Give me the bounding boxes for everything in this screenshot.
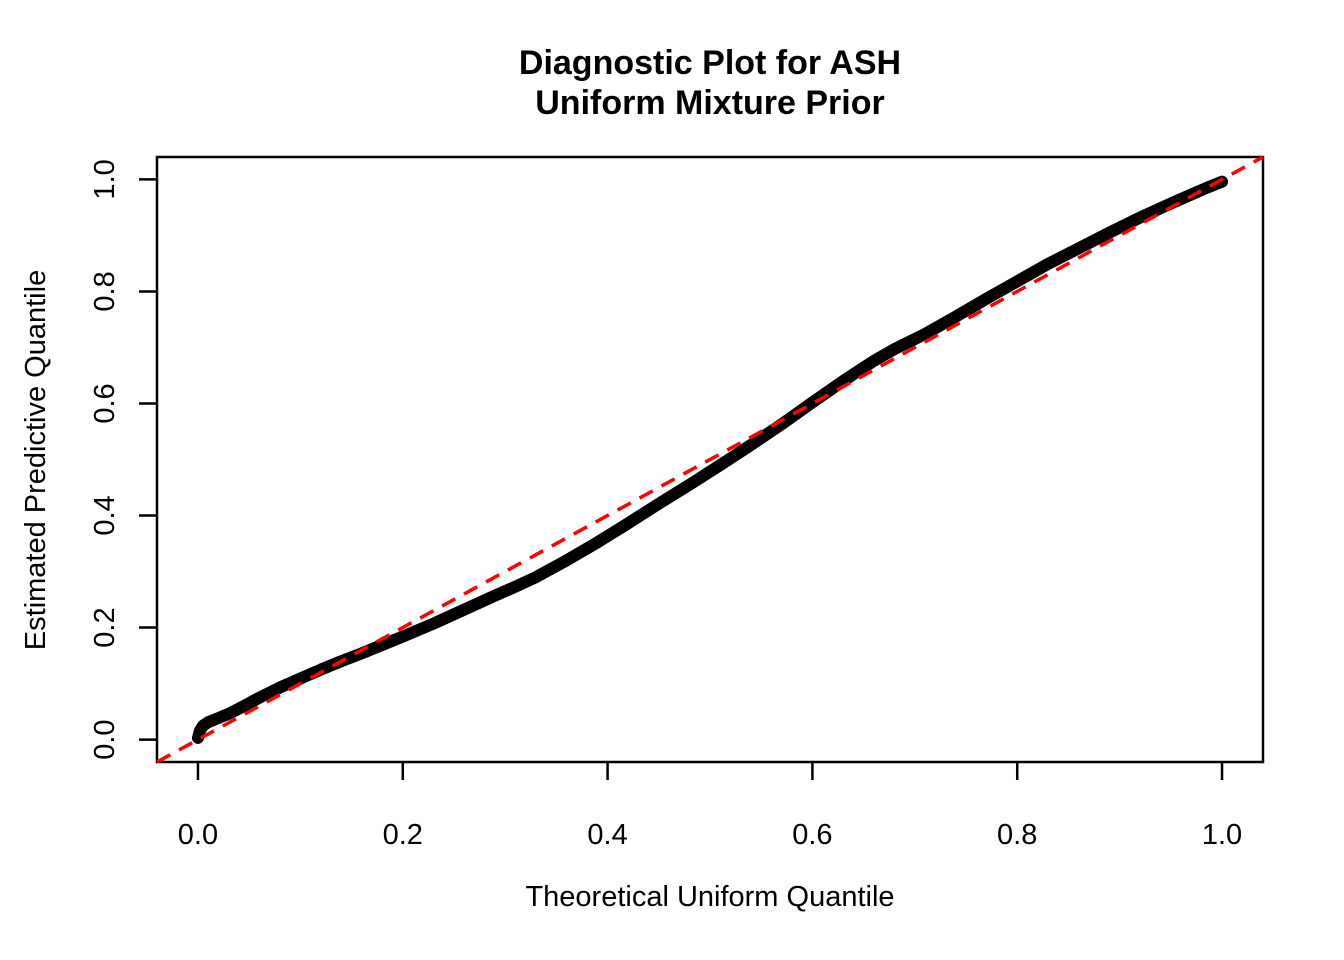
quantile-curve (191, 175, 1229, 744)
x-tick-label: 0.2 (383, 819, 423, 851)
y-tick-label: 0.6 (89, 383, 121, 423)
reference-line (156, 155, 1264, 764)
chart-title-line1: Diagnostic Plot for ASH (519, 44, 901, 82)
y-tick-label: 1.0 (89, 159, 121, 199)
y-tick-label: 0.0 (89, 719, 121, 759)
y-tick-label: 0.2 (89, 607, 121, 647)
x-axis-ticks: 0.0 0.2 0.4 0.6 0.8 1.0 (178, 762, 1242, 851)
x-axis-title: Theoretical Uniform Quantile (525, 881, 894, 913)
plot-box (155, 155, 1265, 764)
y-tick-label: 0.8 (89, 271, 121, 311)
y-axis-title: Estimated Predictive Quantile (20, 270, 52, 650)
x-tick-label: 0.0 (178, 819, 218, 851)
x-tick-label: 0.6 (792, 819, 832, 851)
y-axis-ticks: 0.0 0.2 0.4 0.6 0.8 1.0 (89, 159, 157, 760)
x-tick-label: 0.4 (587, 819, 627, 851)
x-tick-label: 0.8 (997, 819, 1037, 851)
chart-title-line2: Uniform Mixture Prior (535, 84, 884, 122)
x-tick-label: 1.0 (1202, 819, 1242, 851)
y-tick-label: 0.4 (89, 495, 121, 535)
